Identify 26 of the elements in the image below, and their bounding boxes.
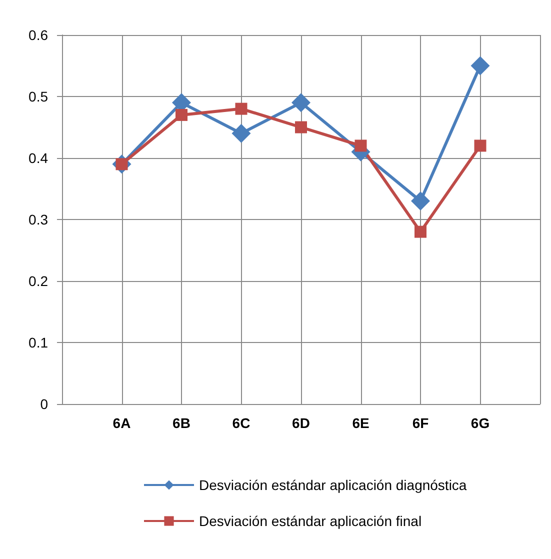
y-tick-label: 0.3 [28, 212, 48, 228]
x-tick-label: 6C [232, 415, 250, 431]
point [411, 192, 430, 211]
x-tick-label: 6B [172, 415, 190, 431]
point [292, 93, 310, 112]
y-tick-label: 0.2 [28, 273, 48, 289]
point [232, 124, 251, 143]
legend-label: Desviación estándar aplicación final [199, 513, 422, 529]
x-tick-label: 6D [292, 415, 310, 431]
y-tick-label: 0.6 [28, 27, 48, 43]
point [235, 102, 248, 115]
point [414, 226, 426, 238]
y-tick-label: 0.5 [28, 88, 48, 104]
x-tick-label: 6E [352, 415, 370, 431]
point [354, 140, 367, 152]
point [295, 121, 307, 134]
y-tick-label: 0.1 [28, 334, 48, 350]
y-tick-label: 0 [40, 396, 48, 412]
point [176, 108, 188, 121]
y-tick-label: 0.4 [28, 150, 48, 166]
x-tick-label: 6G [470, 415, 490, 431]
legend-label: Desviación estándar aplicación diagnóstica [199, 477, 467, 493]
point [474, 140, 486, 152]
x-tick-label: 6F [412, 415, 430, 431]
point [470, 56, 490, 76]
x-tick-label: 6A [112, 415, 131, 431]
